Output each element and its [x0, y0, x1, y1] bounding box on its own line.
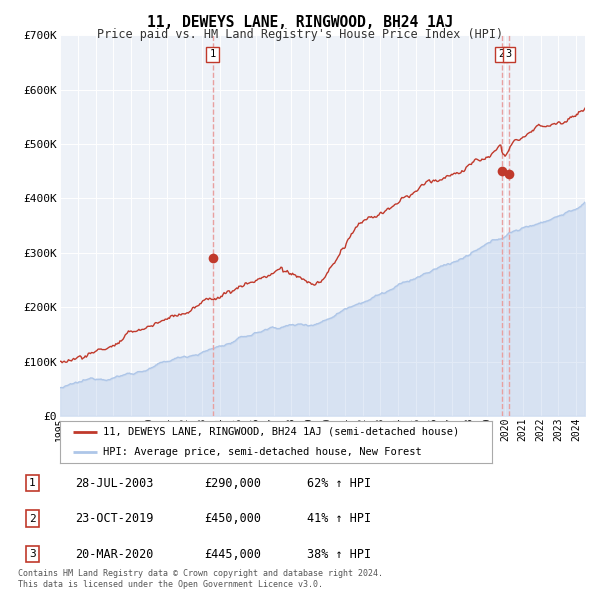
Text: 38% ↑ HPI: 38% ↑ HPI: [307, 548, 371, 560]
Text: 2: 2: [29, 514, 35, 523]
Text: Price paid vs. HM Land Registry's House Price Index (HPI): Price paid vs. HM Land Registry's House …: [97, 28, 503, 41]
Text: £445,000: £445,000: [204, 548, 261, 560]
Text: £290,000: £290,000: [204, 477, 261, 490]
Text: 1: 1: [209, 50, 215, 60]
Text: 11, DEWEYS LANE, RINGWOOD, BH24 1AJ: 11, DEWEYS LANE, RINGWOOD, BH24 1AJ: [147, 15, 453, 30]
Text: HPI: Average price, semi-detached house, New Forest: HPI: Average price, semi-detached house,…: [103, 447, 422, 457]
Text: 23-OCT-2019: 23-OCT-2019: [74, 512, 153, 525]
Text: 3: 3: [29, 549, 35, 559]
Text: 1: 1: [29, 478, 35, 488]
Text: 2: 2: [499, 50, 505, 60]
Text: 3: 3: [506, 50, 512, 60]
Text: 20-MAR-2020: 20-MAR-2020: [74, 548, 153, 560]
Text: Contains HM Land Registry data © Crown copyright and database right 2024.
This d: Contains HM Land Registry data © Crown c…: [18, 569, 383, 589]
Text: 11, DEWEYS LANE, RINGWOOD, BH24 1AJ (semi-detached house): 11, DEWEYS LANE, RINGWOOD, BH24 1AJ (sem…: [103, 427, 460, 437]
Text: 62% ↑ HPI: 62% ↑ HPI: [307, 477, 371, 490]
Text: 41% ↑ HPI: 41% ↑ HPI: [307, 512, 371, 525]
Text: 28-JUL-2003: 28-JUL-2003: [74, 477, 153, 490]
Text: £450,000: £450,000: [204, 512, 261, 525]
